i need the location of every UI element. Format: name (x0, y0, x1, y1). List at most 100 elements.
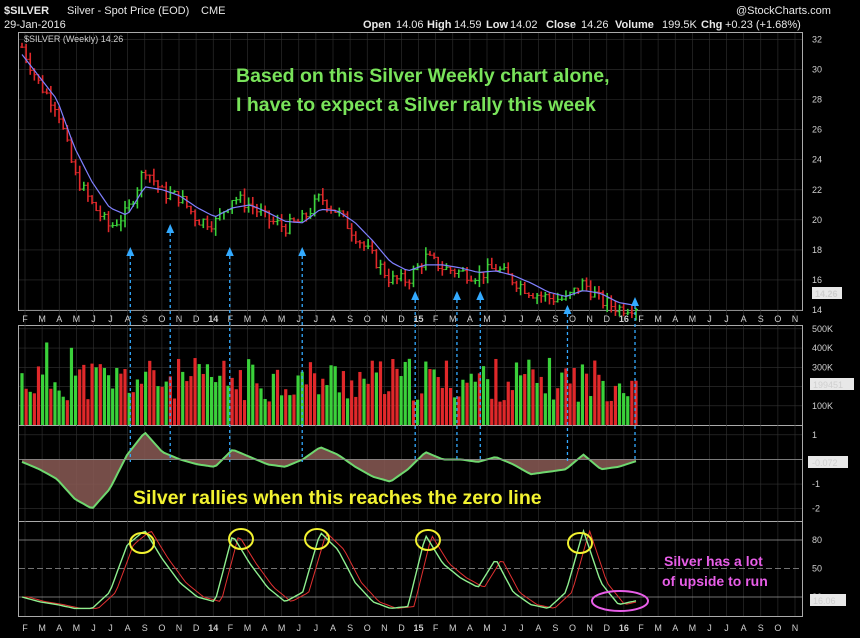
volume-bar (605, 401, 609, 425)
volume-last-value: 199451 (813, 380, 843, 390)
price-y-tick: 26 (812, 125, 822, 135)
volume-bar (94, 367, 98, 425)
close-label: Close (546, 19, 576, 31)
moving-average-line (21, 54, 637, 307)
hist-y-tick: 1 (812, 430, 817, 440)
volume-bar (119, 373, 123, 425)
volume-bar (275, 369, 280, 425)
volume-bar (259, 388, 263, 425)
volume-bar (280, 395, 284, 425)
x-tick-label-top: F (433, 314, 439, 324)
upside-ellipse (591, 590, 649, 612)
volume-bar (630, 380, 634, 425)
volume-bar (32, 393, 36, 425)
rally-arrow-head (166, 224, 175, 233)
x-tick-label-top: 15 (414, 314, 424, 324)
volume-bar (160, 386, 164, 425)
volume-bar (383, 394, 387, 425)
volume-bar (506, 381, 510, 425)
volume-bar (358, 371, 362, 425)
volume-bar (193, 358, 197, 425)
volume-bar (473, 381, 477, 425)
x-tick-label-bottom: A (330, 623, 336, 633)
volume-bar (560, 372, 564, 425)
x-tick-label-bottom: S (758, 623, 764, 633)
x-tick-label-top: J (91, 314, 96, 324)
volume-bar (156, 386, 160, 425)
x-tick-label-bottom: M (38, 623, 46, 633)
volume-bar (267, 401, 271, 425)
x-tick-label-top: J (707, 314, 712, 324)
x-tick-label-bottom: J (91, 623, 96, 633)
volume-bar (395, 368, 399, 425)
x-tick-label-top: O (158, 314, 165, 324)
x-tick-label-bottom: J (314, 623, 319, 633)
volume-bar (440, 387, 444, 425)
volume-bar (288, 395, 292, 425)
x-tick-label-top: M (38, 314, 46, 324)
volume-bar (218, 375, 222, 425)
volume-bar (510, 390, 514, 425)
volume-bar (230, 377, 234, 425)
x-tick-label-bottom: D (398, 623, 405, 633)
x-tick-label-top: D (398, 314, 405, 324)
x-tick-label-bottom: S (347, 623, 353, 633)
volume-bar (617, 383, 622, 425)
x-tick-label-top: M (278, 314, 286, 324)
volume-bar (547, 357, 552, 425)
volume-bar (308, 362, 313, 425)
volume-bar (106, 375, 111, 425)
x-tick-label-top: M (449, 314, 457, 324)
rally-arrow-head (631, 297, 639, 306)
x-tick-label-bottom: F (638, 623, 644, 633)
x-tick-label-bottom: A (262, 623, 268, 633)
volume-bar (428, 369, 432, 425)
x-tick-label-bottom: 14 (208, 623, 218, 633)
x-tick-label-top: M (73, 314, 81, 324)
x-tick-label-top: M (483, 314, 491, 324)
volume-bar (597, 374, 601, 425)
volume-bar (271, 373, 275, 425)
volume-bar (242, 400, 247, 425)
x-tick-label-bottom: A (741, 623, 747, 633)
volume-bar (57, 390, 61, 425)
volume-bar (584, 373, 589, 425)
x-tick-label-top: A (56, 314, 62, 324)
volume-bar (123, 369, 127, 425)
volume-y-tick: 100K (812, 401, 833, 411)
rally-arrows (126, 224, 639, 462)
volume-bar (589, 396, 593, 425)
x-tick-label-bottom: N (586, 623, 593, 633)
volume-bar (601, 380, 605, 425)
x-tick-label-top: A (672, 314, 678, 324)
hist-y-tick: -2 (812, 504, 820, 514)
peak-circle (415, 529, 441, 551)
volume-bar (115, 367, 119, 425)
x-tick-label-top: M (654, 314, 662, 324)
x-tick-label-top: M (244, 314, 252, 324)
volume-bar (325, 385, 329, 425)
volume-y-tick: 300K (812, 362, 833, 372)
annotation-line-2: I have to expect a Silver rally this wee… (236, 94, 596, 116)
volume-bar (543, 393, 547, 425)
x-tick-label-top: A (262, 314, 268, 324)
x-tick-label-bottom: S (142, 623, 148, 633)
volume-bar (78, 369, 82, 425)
volume-bar (214, 382, 218, 425)
osc-y-tick: 50 (812, 564, 822, 574)
instrument-name: Silver - Spot Price (EOD) (67, 5, 189, 17)
volume-bar (387, 391, 391, 425)
volume-bar (448, 388, 453, 425)
volume-bar (36, 366, 41, 425)
volume-bar (411, 400, 416, 425)
volume-bar (131, 392, 135, 425)
price-y-tick: 22 (812, 185, 822, 195)
volume-bar (345, 398, 350, 425)
volume-bar (535, 382, 539, 425)
volume-bar (139, 383, 144, 425)
volume-bar (457, 396, 461, 425)
volume-bar (576, 401, 580, 425)
x-tick-label-top: N (381, 314, 388, 324)
volume-y-tick: 400K (812, 343, 833, 353)
x-tick-label-bottom: F (22, 623, 28, 633)
